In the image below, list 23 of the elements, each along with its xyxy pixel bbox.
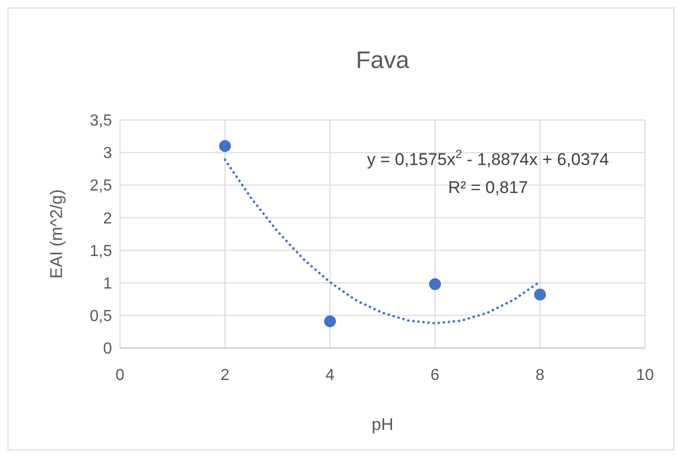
y-tick-label: 0: [103, 340, 112, 358]
y-tick-label: 2: [103, 210, 112, 228]
y-tick-label: 3: [103, 145, 112, 162]
x-tick-label: 8: [536, 367, 545, 384]
y-tick-label: 0,5: [90, 308, 112, 326]
x-tick-label: 10: [636, 367, 654, 384]
point: [219, 140, 231, 152]
x-tick-label: 4: [326, 367, 335, 384]
y-tick-label: 2,5: [90, 178, 112, 195]
annotation: y = 0,1575x$^{2}$ - 1,8874x + 6,0374: [367, 147, 609, 169]
y-tick-label: 1,5: [90, 242, 112, 260]
x-tick-label: 0: [116, 367, 125, 384]
x-tick-label: 2: [220, 367, 230, 384]
point: [429, 278, 441, 290]
point: [324, 315, 336, 328]
annotation: R² = 0,817: [448, 178, 528, 197]
y-axis-title: EAI (m^2/g): [47, 189, 66, 279]
chart-title: Fava: [356, 47, 410, 74]
y-tick-label: 3,5: [90, 112, 112, 130]
point: [534, 288, 546, 300]
x-tick-label: 6: [430, 367, 440, 384]
x-axis-title: pH: [372, 415, 394, 434]
y-tick-label: 1: [103, 275, 112, 292]
